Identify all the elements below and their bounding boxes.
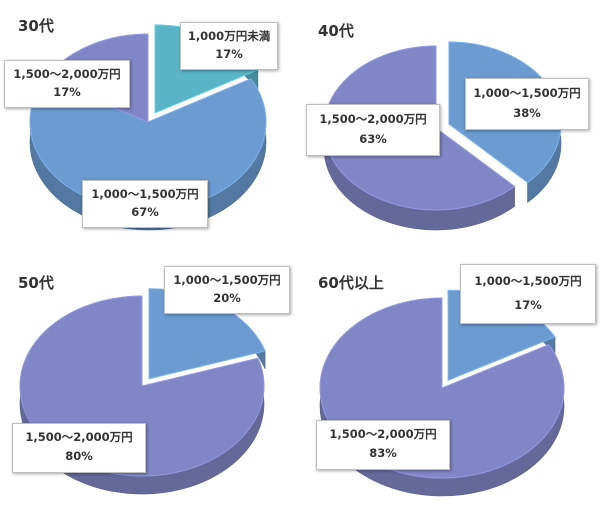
slice-label-50s-1500-2000: 1,500～2,000万円 80%: [12, 423, 146, 473]
slice-label-text: 1,500～2,000万円: [25, 430, 133, 444]
slice-label-30s-1500-2000: 1,500～2,000万円 17%: [4, 60, 130, 108]
slice-label-50s-1000-1500: 1,000～1,500万円 20%: [164, 266, 290, 314]
slice-label-40s-1500-2000: 1,500～2,000万円 63%: [306, 104, 440, 156]
chart-title-50s: 50代: [18, 274, 54, 292]
slice-label-text: 1,000～1,500万円: [173, 273, 281, 287]
slice-label-percent: 63%: [359, 132, 387, 146]
slice-label-percent: 80%: [65, 449, 93, 463]
chart-title-30s: 30代: [18, 17, 54, 35]
slice-label-text: 1,500～2,000万円: [319, 112, 427, 126]
slice-label-40s-1000-1500: 1,000～1,500万円 38%: [465, 78, 589, 130]
chart-title-40s: 40代: [318, 22, 354, 40]
slice-label-30s-1000-1500: 1,000～1,500万円 67%: [82, 180, 208, 228]
slice-label-30s-under-1000: 1,000万円未満 17%: [180, 22, 278, 70]
slice-label-percent: 17%: [215, 47, 243, 61]
slice-label-text: 1,500～2,000万円: [13, 67, 121, 81]
slice-label-percent: 67%: [131, 205, 159, 219]
slice-label-percent: 83%: [369, 446, 397, 460]
slice-label-percent: 20%: [213, 291, 241, 305]
slice-label-text: 1,500～2,000万円: [329, 427, 437, 441]
slice-label-text: 1,000万円未満: [187, 29, 271, 43]
slice-label-text: 1,000～1,500万円: [91, 187, 199, 201]
slice-label-60s-1500-2000: 1,500～2,000万円 83%: [316, 420, 450, 470]
slice-label-percent: 38%: [513, 106, 541, 120]
slice-label-percent: 17%: [514, 298, 542, 312]
slice-label-60s-1000-1500: 1,000～1,500万円 17%: [460, 264, 596, 324]
chart-title-60s-plus: 60代以上: [318, 274, 384, 292]
slice-label-text: 1,000～1,500万円: [474, 274, 582, 288]
slice-label-text: 1,000～1,500万円: [473, 86, 581, 100]
slice-label-percent: 17%: [53, 85, 81, 99]
